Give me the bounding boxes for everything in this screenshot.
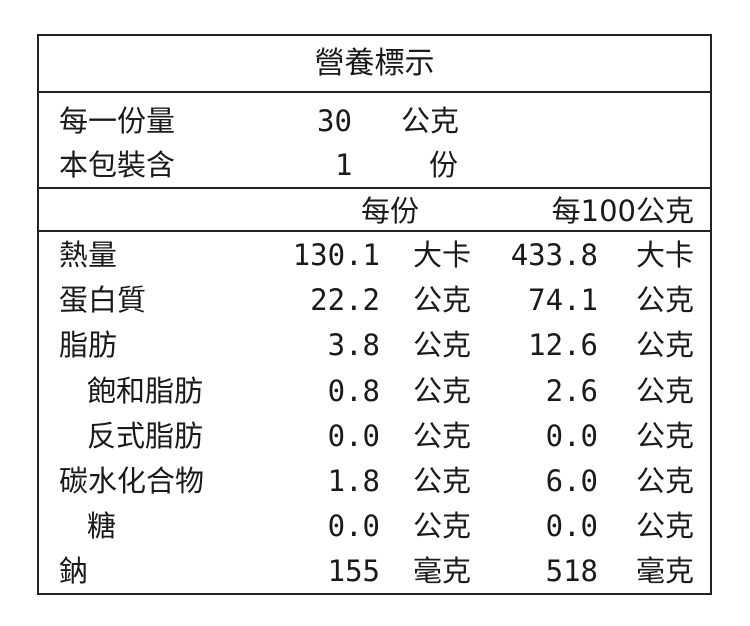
header-per-100g: 每100公克 xyxy=(551,194,694,228)
value-per-serving: 1.8 xyxy=(327,464,380,498)
unit-per-serving: 公克 xyxy=(413,418,472,453)
unit-per-100g: 公克 xyxy=(635,328,694,363)
value-per-serving: 130.1 xyxy=(292,238,380,272)
unit-per-100g: 公克 xyxy=(635,418,694,453)
value-per-serving: 0.0 xyxy=(327,418,380,453)
nutrient-name: 脂肪 xyxy=(59,328,118,363)
nutrient-name: 糖 xyxy=(87,509,117,544)
unit-per-serving: 毫克 xyxy=(413,554,472,589)
unit-per-serving: 公克 xyxy=(413,328,472,363)
nutrient-name: 熱量 xyxy=(59,238,118,272)
divider-under-headers xyxy=(39,230,710,232)
value-per-serving: 0.0 xyxy=(327,509,380,544)
value-per-100g: 0.0 xyxy=(545,418,598,453)
value-per-100g: 74.1 xyxy=(528,283,598,318)
unit-per-serving: 大卡 xyxy=(413,238,472,272)
unit-per-100g: 公克 xyxy=(635,283,694,318)
value-per-100g: 433.8 xyxy=(510,238,598,272)
divider-under-title xyxy=(39,91,710,93)
value-per-100g: 2.6 xyxy=(545,373,598,408)
unit-per-serving: 公克 xyxy=(413,283,472,318)
servings-per-package-unit: 份 xyxy=(429,148,459,182)
unit-per-100g: 公克 xyxy=(635,464,694,498)
value-per-100g: 6.0 xyxy=(545,464,598,498)
serving-size-value: 30 xyxy=(317,104,352,138)
value-per-100g: 12.6 xyxy=(528,328,598,363)
servings-per-package-value: 1 xyxy=(335,148,353,182)
nutrient-name: 蛋白質 xyxy=(59,283,147,318)
value-per-100g: 0.0 xyxy=(545,509,598,544)
unit-per-serving: 公克 xyxy=(413,509,472,544)
serving-size-unit: 公克 xyxy=(401,104,460,138)
unit-per-100g: 公克 xyxy=(635,373,694,408)
unit-per-100g: 大卡 xyxy=(635,238,694,272)
unit-per-100g: 毫克 xyxy=(635,554,694,589)
servings-per-package-label: 本包裝含 xyxy=(59,148,176,182)
nutrient-name: 鈉 xyxy=(59,554,89,589)
value-per-100g: 518 xyxy=(545,554,598,589)
serving-size-label: 每一份量 xyxy=(59,104,176,138)
value-per-serving: 155 xyxy=(327,554,380,589)
header-per-serving: 每份 xyxy=(361,194,420,228)
nutrient-name: 飽和脂肪 xyxy=(87,373,204,408)
divider-under-serving xyxy=(39,187,710,189)
table-title: 營養標示 xyxy=(314,46,435,81)
nutrient-name: 反式脂肪 xyxy=(87,418,204,453)
nutrition-facts-table: 營養標示 每一份量 30 公克 本包裝含 1 份 每份 每100公克 熱量 130… xyxy=(37,34,712,595)
unit-per-serving: 公克 xyxy=(413,373,472,408)
unit-per-100g: 公克 xyxy=(635,509,694,544)
unit-per-serving: 公克 xyxy=(413,464,472,498)
nutrient-name: 碳水化合物 xyxy=(59,464,205,498)
value-per-serving: 0.8 xyxy=(327,373,380,408)
value-per-serving: 22.2 xyxy=(310,283,380,318)
value-per-serving: 3.8 xyxy=(327,328,380,363)
